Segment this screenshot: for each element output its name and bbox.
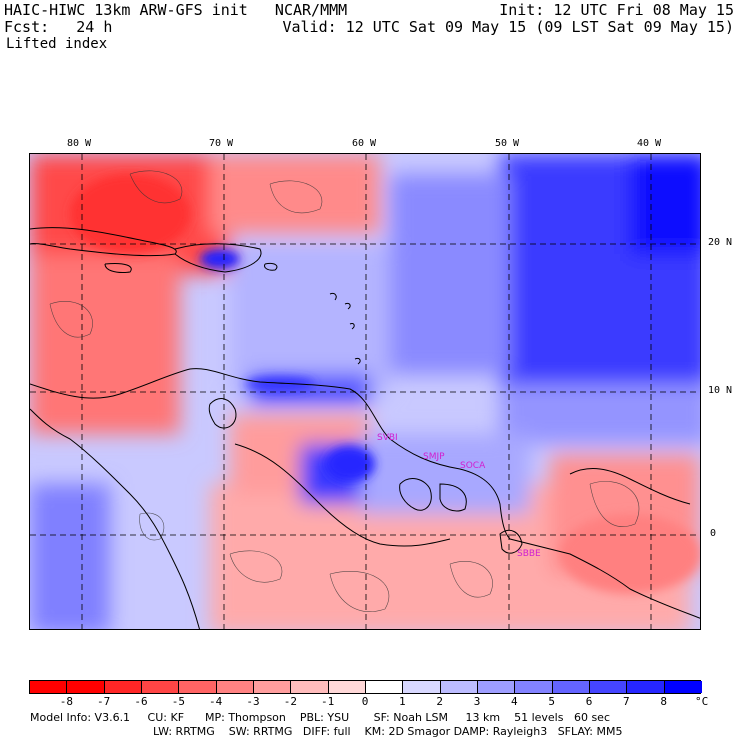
lat-label-10n: 10 N	[708, 385, 733, 396]
colorbar-tick-label: -7	[97, 695, 111, 708]
colorbar-tick-label: 3	[473, 695, 481, 708]
map-canvas	[30, 154, 700, 629]
header-title: HAIC-HIWC 13km ARW-GFS init NCAR/MMM	[4, 1, 348, 19]
lon-label-70w: 70 W	[209, 138, 234, 149]
colorbar-tick-label: 8	[660, 695, 667, 708]
colorbar-unit: °C	[695, 695, 709, 708]
lon-label-60w: 60 W	[352, 138, 377, 149]
lat-label-equator: 0	[710, 528, 717, 539]
colorbar-tick-label: -6	[134, 695, 148, 708]
init-time: Init: 12 UTC Fri 08 May 15	[499, 1, 734, 19]
model-info-line2: LW: RRTMG SW: RRTMG DIFF: full KM: 2D Sm…	[153, 725, 623, 738]
colorbar-cell	[254, 681, 292, 693]
colorbar-tick-label: -4	[209, 695, 223, 708]
colorbar-tick-label: 7	[623, 695, 630, 708]
colorbar-cell	[664, 681, 702, 693]
colorbar-cell	[291, 681, 329, 693]
colorbar-cell	[328, 681, 366, 693]
model-info-line1: Model Info: V3.6.1 CU: KF MP: Thompson P…	[30, 711, 610, 724]
colorbar-cell	[627, 681, 665, 693]
lon-label-50w: 50 W	[495, 138, 520, 149]
colorbar-cell	[179, 681, 217, 693]
colorbar-cell	[216, 681, 254, 693]
colorbar-tick-label: -5	[171, 695, 185, 708]
colorbar-tick-label: -1	[321, 695, 335, 708]
colorbar-tick-label: 0	[361, 695, 369, 708]
colorbar-tick-label: -3	[246, 695, 260, 708]
lat-label-20n: 20 N	[708, 237, 733, 248]
colorbar-cell	[552, 681, 590, 693]
colorbar-tick-label: 6	[585, 695, 593, 708]
station-label-soca: SOCA	[460, 461, 486, 471]
colorbar-tick-label: 4	[511, 695, 518, 708]
colorbar-tick-label: -2	[283, 695, 297, 708]
lon-label-80w: 80 W	[67, 138, 92, 149]
colorbar-cell	[366, 681, 404, 693]
colorbar-tick-label: 1	[399, 695, 406, 708]
colorbar-cell	[104, 681, 142, 693]
station-label-smjp: SMJP	[423, 452, 445, 462]
colorbar-cell	[590, 681, 628, 693]
colorbar	[29, 680, 702, 694]
lat-lon-grid	[30, 154, 700, 629]
colorbar-cell	[515, 681, 553, 693]
valid-time: Valid: 12 UTC Sat 09 May 15 (09 LST Sat …	[282, 18, 734, 36]
colorbar-cell	[67, 681, 105, 693]
colorbar-cell	[30, 681, 68, 693]
colorbar-cell	[440, 681, 478, 693]
contours	[49, 170, 640, 612]
station-label-sbbe: SBBE	[517, 549, 541, 559]
station-label-svbi: SVBI	[377, 433, 398, 443]
lifted-index-map: SVBI SMJP SOCA SBBE	[29, 153, 701, 630]
colorbar-tick-label: -8	[59, 695, 73, 708]
colorbar-tick-label: 2	[436, 695, 443, 708]
colorbar-tick-label: 5	[548, 695, 555, 708]
colorbar-cell	[403, 681, 441, 693]
coastlines	[30, 227, 700, 629]
colorbar-cell	[142, 681, 180, 693]
lon-label-40w: 40 W	[637, 138, 662, 149]
colorbar-cell	[478, 681, 516, 693]
forecast-hour: Fcst: 24 h	[4, 18, 113, 36]
field-name: Lifted index	[6, 36, 108, 52]
